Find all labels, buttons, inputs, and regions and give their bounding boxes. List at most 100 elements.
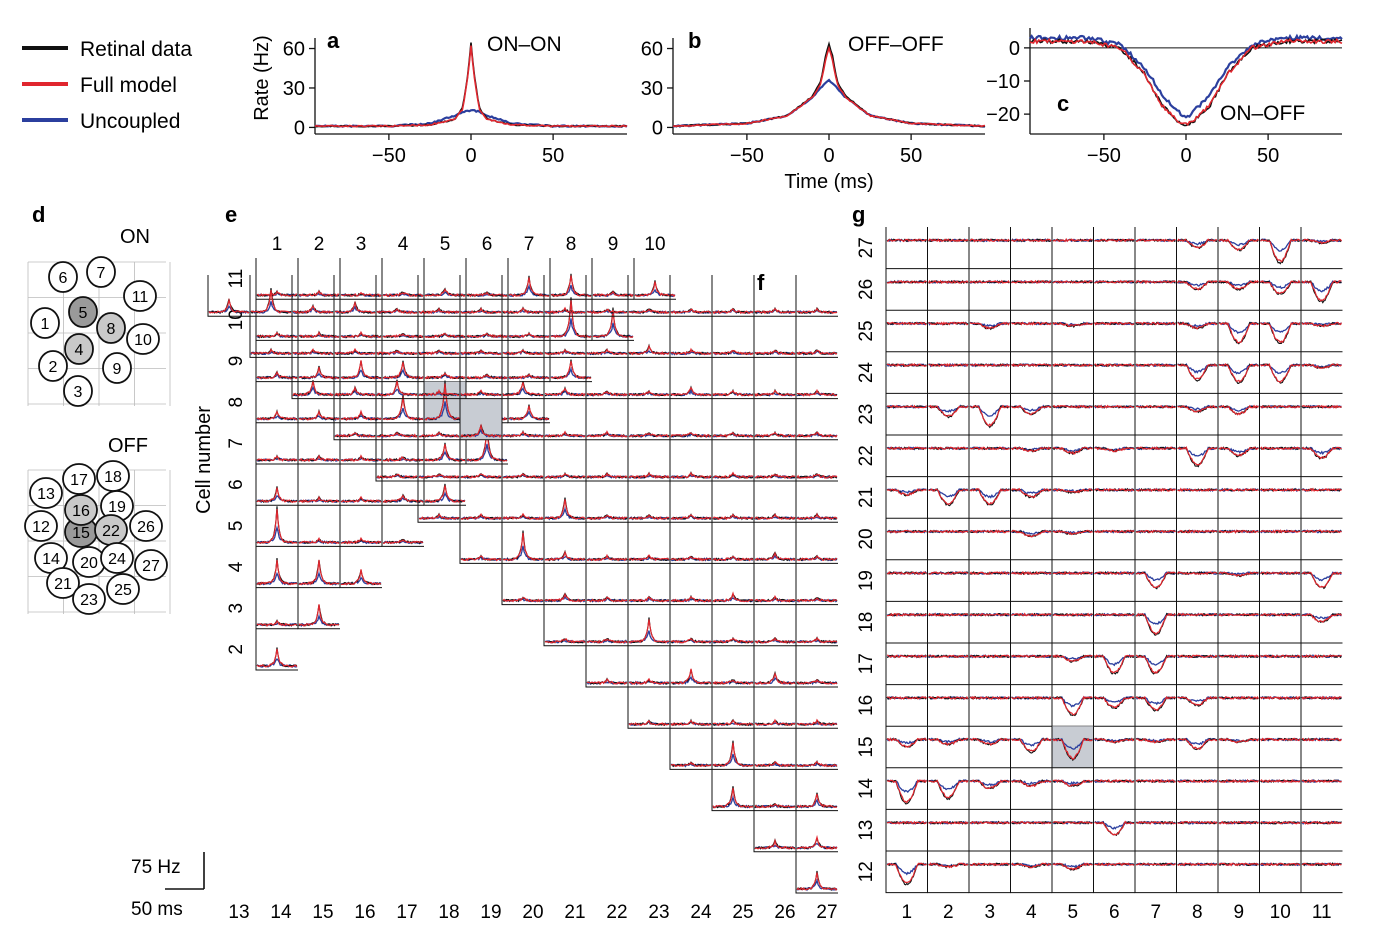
panel-d-on-cell-label: 1 — [41, 316, 50, 333]
panel-g-cell-axes — [1134, 351, 1177, 394]
panel-g-cell-axes — [1134, 559, 1177, 602]
panel-f-cell-axes — [459, 357, 502, 400]
panel-e-cell-axes — [255, 628, 298, 671]
panel-f-cell-trace-full-model — [796, 512, 838, 521]
panel-g-row-label: 16 — [856, 695, 877, 716]
panel-f-cell-trace-full-model — [250, 290, 292, 314]
panel-g-cell-trace-full-model — [1094, 363, 1135, 368]
panel-g-cell-trace-full-model — [886, 696, 927, 700]
panel-g-cell-trace-full-model — [969, 404, 1010, 427]
panel-f-column-label: 15 — [312, 902, 333, 923]
panel-g-cell-axes — [968, 227, 1011, 270]
panel-g-cell-trace-full-model — [1011, 571, 1052, 576]
panel-f-cell-axes — [501, 398, 544, 441]
panel-f-cell-trace-full-model — [754, 803, 796, 809]
panel-f-cell-trace-full-model — [628, 344, 670, 356]
panel-d-off-cell-label: 20 — [80, 555, 98, 572]
panel-a-title: ON–ON — [487, 33, 562, 56]
panel-g-row-label: 19 — [856, 570, 877, 591]
panel-c-y-tick-label: −10 — [986, 71, 1020, 93]
panel-f-cell-trace-full-model — [628, 677, 670, 685]
panel-g-cell-trace-full-model — [1176, 280, 1218, 291]
panel-f-cell-axes — [501, 275, 544, 317]
panel-g-cell-trace-full-model — [1176, 571, 1218, 576]
panel-g-cell-axes — [1217, 767, 1260, 810]
panel-f-cell-trace-full-model — [460, 389, 502, 397]
panel-e-column-label: 10 — [644, 234, 665, 255]
panel-f-cell-trace-full-model — [586, 348, 628, 356]
panel-g-cell-axes — [885, 393, 928, 436]
panel-g-cell-trace-full-model — [1177, 654, 1218, 659]
panel-f-column-label: 26 — [774, 902, 795, 923]
panel-f-cell-trace-full-model — [460, 349, 502, 356]
panel-f-cell-axes — [417, 481, 460, 523]
panel-e-cell-trace-full-model — [298, 454, 340, 463]
panel-f-cell-axes — [417, 357, 460, 400]
panel-g-cell-axes — [1134, 726, 1177, 769]
panel-f-cell-axes — [795, 275, 838, 317]
panel-f-letter: f — [757, 270, 765, 295]
panel-g-cell-axes — [1051, 643, 1094, 686]
panel-f-cell-trace-full-model — [502, 382, 543, 397]
panel-f-cell-axes — [501, 522, 544, 564]
panel-g-cell-trace-full-model — [969, 279, 1011, 284]
panel-g-cell-axes — [1134, 393, 1177, 436]
panel-f-cell-trace-full-model — [712, 471, 754, 479]
panel-d-on-cell-label: 3 — [74, 384, 83, 401]
panel-f-cell-axes — [585, 439, 628, 482]
panel-f-cell-trace-full-model — [796, 761, 838, 768]
panel-f-cell-axes — [375, 357, 418, 400]
panel-g-cell-axes — [1093, 767, 1135, 810]
scale-bar-rate-label: 75 Hz — [131, 857, 181, 878]
panel-g-cell-trace-full-model — [1218, 487, 1259, 492]
panel-e-cell-trace-retinal — [256, 647, 298, 668]
panel-f-cell-axes — [753, 563, 796, 606]
panel-e-cell-trace-full-model — [256, 290, 298, 297]
panel-f-cell-trace-retinal — [796, 792, 838, 809]
panel-g-cell-axes — [1051, 351, 1094, 394]
panel-g-cell-axes — [927, 435, 969, 478]
panel-e-row-label: 8 — [226, 397, 247, 408]
panel-g-cell-trace-full-model — [1011, 238, 1052, 243]
panel-g-cell-trace-full-model — [1260, 862, 1301, 867]
panel-g-cell-trace-retinal — [928, 695, 969, 700]
panel-f-cell-axes — [459, 398, 502, 441]
panel-e-letter: e — [225, 202, 237, 227]
panel-g-cell-trace-retinal — [1177, 363, 1218, 382]
panel-g-cell-trace-full-model — [1052, 446, 1093, 455]
panel-f-cell-axes — [669, 481, 712, 523]
panel-g-column-label: 4 — [1026, 902, 1037, 923]
panel-g-cell-trace-full-model — [1260, 529, 1301, 534]
panel-f-cell-axes — [795, 645, 838, 688]
panel-g-cell-axes — [885, 559, 928, 602]
panel-e-cell-trace-full-model — [550, 361, 592, 380]
panel-f-cell-trace-full-model — [628, 472, 670, 479]
panel-g-cell-trace-full-model — [1011, 737, 1052, 752]
panel-d-on-cell-label: 4 — [75, 342, 84, 359]
panel-e-row-label: 11 — [226, 269, 247, 289]
panel-g-cell-axes — [968, 435, 1011, 478]
panel-e-column-label: 9 — [608, 234, 619, 255]
panel-g-cell-axes — [1259, 310, 1301, 353]
panel-d-on-cell-outline — [48, 261, 78, 293]
panel-g-cell-axes — [1134, 643, 1177, 686]
panel-g-cell-trace-full-model — [1218, 238, 1259, 252]
panel-c-title: ON–OFF — [1220, 102, 1305, 125]
panel-d-on-cell-outline — [64, 333, 94, 365]
panel-g-cell-trace-full-model — [1135, 862, 1176, 866]
panel-f-cell-trace-full-model — [754, 637, 796, 644]
panel-f-cell-trace-full-model — [586, 430, 628, 438]
panel-g-cell-trace-full-model — [886, 862, 927, 883]
panel-e-cell-trace-retinal — [256, 506, 297, 545]
panel-b-x-tick-label: 0 — [823, 145, 834, 167]
panel-f-cell-trace-full-model — [586, 308, 628, 315]
panel-g-cell-axes — [927, 268, 969, 311]
panel-g-cell-trace-full-model — [1094, 279, 1135, 284]
panel-f-cell-trace-full-model — [796, 388, 837, 397]
panel-g-cell-trace-full-model — [1301, 737, 1342, 742]
panel-f-cell-trace-full-model — [293, 305, 334, 314]
panel-g-cell-trace-full-model — [1301, 487, 1342, 492]
panel-d-off-cell-label: 14 — [42, 551, 60, 568]
panel-f-cell-trace-full-model — [754, 308, 796, 315]
panel-e-cell-trace-full-model — [298, 331, 340, 339]
